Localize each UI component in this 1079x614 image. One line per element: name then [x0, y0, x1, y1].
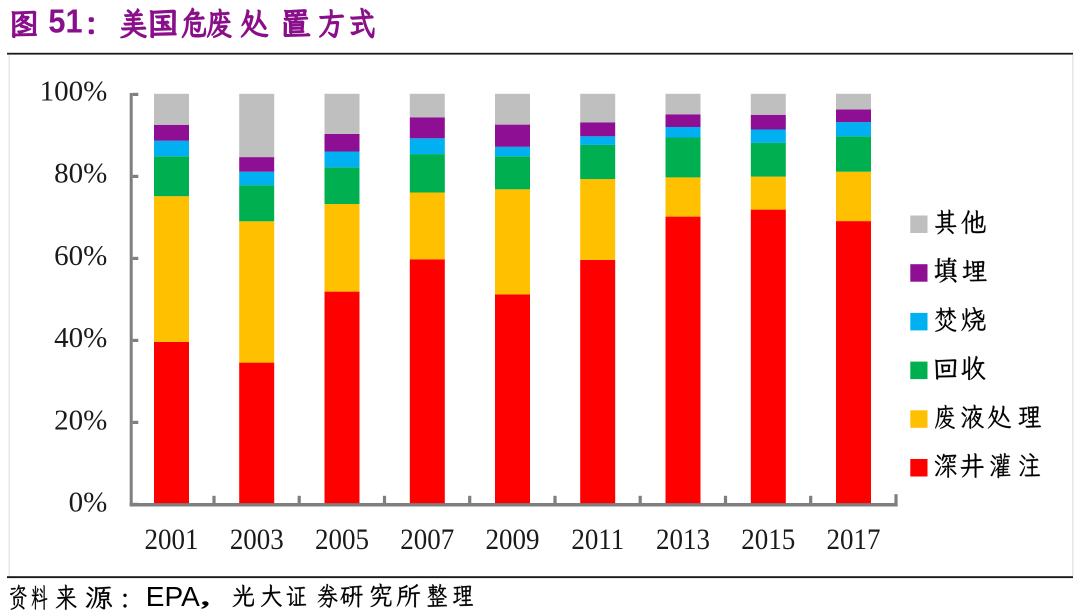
svg-text:2009: 2009 [486, 524, 540, 557]
svg-text:51: 51 [48, 3, 82, 40]
svg-text:2001: 2001 [145, 524, 199, 557]
svg-text:EPA: EPA [146, 581, 200, 612]
svg-text:100%: 100% [40, 76, 108, 108]
svg-text:0%: 0% [69, 487, 108, 519]
svg-text:2005: 2005 [315, 524, 369, 557]
svg-text:2011: 2011 [571, 524, 624, 557]
svg-text:2017: 2017 [827, 524, 881, 557]
svg-text:80%: 80% [54, 158, 107, 190]
svg-text:2003: 2003 [230, 524, 284, 557]
svg-text:2007: 2007 [400, 524, 454, 557]
svg-text:20%: 20% [54, 404, 107, 436]
svg-text:2013: 2013 [656, 524, 710, 557]
svg-text:60%: 60% [54, 240, 107, 272]
svg-text:40%: 40% [54, 322, 107, 354]
svg-text:2015: 2015 [741, 524, 795, 557]
